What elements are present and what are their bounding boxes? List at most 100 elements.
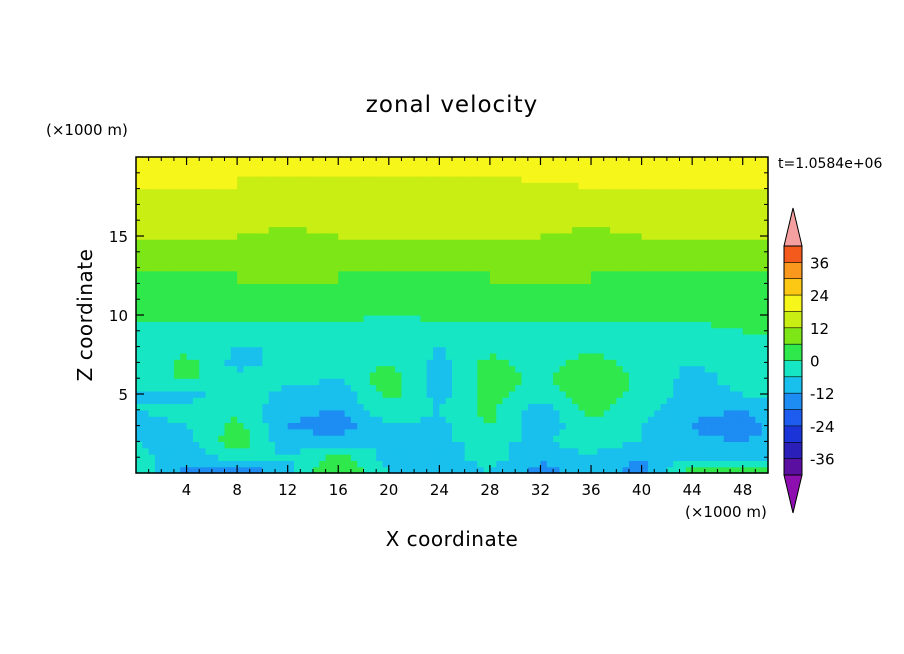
heatmap-cell (192, 194, 200, 202)
heatmap-cell (489, 175, 497, 183)
heatmap-cell (755, 466, 763, 474)
heatmap-cell (546, 213, 554, 221)
heatmap-cell (521, 365, 529, 373)
heatmap-cell (559, 340, 567, 348)
heatmap-cell (300, 220, 308, 228)
heatmap-cell (647, 157, 655, 164)
heatmap-cell (591, 264, 598, 272)
heatmap-cell (300, 188, 308, 196)
heatmap-cell (161, 441, 169, 449)
heatmap-cell (262, 163, 270, 171)
heatmap-cell (445, 315, 453, 322)
heatmap-cell (489, 283, 497, 291)
heatmap-cell (395, 169, 403, 177)
heatmap-cell (496, 384, 504, 392)
heatmap-cell (761, 239, 769, 247)
heatmap-cell (685, 403, 693, 411)
heatmap-cell (742, 239, 750, 247)
heatmap-cell (641, 352, 649, 360)
heatmap-cell (749, 333, 756, 341)
heatmap-cell (622, 403, 630, 411)
heatmap-cell (572, 428, 579, 436)
heatmap-cell (692, 460, 700, 468)
heatmap-cell (243, 365, 251, 373)
heatmap-cell (319, 163, 327, 171)
heatmap-cell (572, 460, 579, 468)
heatmap-cell (496, 239, 504, 247)
heatmap-cell (167, 239, 175, 247)
heatmap-cell (294, 296, 301, 303)
heatmap-cell (338, 327, 346, 335)
heatmap-cell (350, 239, 358, 247)
heatmap-cell (256, 163, 263, 171)
heatmap-cell (312, 182, 320, 190)
heatmap-cell (477, 226, 485, 234)
heatmap-cell (755, 403, 763, 411)
heatmap-cell (161, 390, 169, 398)
heatmap-cell (496, 416, 504, 424)
heatmap-cell (376, 327, 384, 335)
heatmap-cell (199, 359, 207, 367)
heatmap-cell (477, 245, 485, 253)
heatmap-cell (565, 194, 573, 202)
heatmap-cell (414, 194, 421, 202)
heatmap-cell (508, 157, 516, 164)
heatmap-cell (565, 365, 573, 373)
heatmap-cell (344, 213, 352, 221)
heatmap-cell (148, 435, 156, 442)
heatmap-cell (458, 460, 466, 468)
heatmap-cell (515, 277, 523, 284)
heatmap-cell (319, 365, 327, 373)
heatmap-cell (717, 384, 725, 392)
heatmap-cell (376, 333, 384, 341)
heatmap-cell (540, 169, 548, 177)
heatmap-cell (338, 454, 346, 461)
heatmap-cell (660, 352, 668, 360)
heatmap-cell (496, 232, 504, 240)
heatmap-cell (597, 188, 605, 196)
heatmap-cell (439, 251, 447, 259)
heatmap-cell (338, 428, 346, 436)
heatmap-cell (294, 245, 301, 253)
heatmap-cell (641, 454, 649, 461)
heatmap-cell (610, 232, 617, 240)
heatmap-cell (489, 454, 497, 461)
heatmap-cell (439, 188, 447, 196)
heatmap-cell (312, 346, 320, 354)
heatmap-cell (610, 264, 617, 272)
heatmap-cell (420, 371, 428, 379)
heatmap-cell (142, 441, 150, 449)
heatmap-cell (433, 157, 440, 164)
heatmap-cell (388, 258, 396, 266)
heatmap-cell (167, 175, 175, 183)
heatmap-cell (527, 220, 535, 228)
heatmap-cell (717, 201, 725, 209)
heatmap-cell (654, 378, 662, 386)
heatmap-cell (628, 346, 636, 354)
heatmap-cell (502, 390, 510, 398)
heatmap-cell (256, 169, 263, 177)
heatmap-cell (578, 188, 586, 196)
heatmap-cell (584, 378, 592, 386)
heatmap-cell (666, 321, 674, 329)
heatmap-cell (597, 315, 605, 322)
heatmap-cell (192, 188, 200, 196)
heatmap-cell (306, 169, 314, 177)
heatmap-cell (755, 296, 763, 303)
heatmap-cell (723, 333, 731, 341)
heatmap-cell (692, 182, 700, 190)
heatmap-cell (654, 220, 662, 228)
heatmap-cell (616, 245, 624, 253)
heatmap-cell (300, 397, 308, 405)
heatmap-cell (331, 460, 339, 468)
heatmap-cell (300, 321, 308, 329)
heatmap-cell (199, 296, 207, 303)
heatmap-cell (654, 384, 662, 392)
heatmap-cell (565, 460, 573, 468)
heatmap-cell (502, 466, 510, 474)
heatmap-cell (388, 435, 396, 442)
heatmap-cell (420, 447, 428, 455)
heatmap-cell (546, 302, 554, 310)
heatmap-cell (704, 403, 712, 411)
heatmap-cell (211, 232, 219, 240)
